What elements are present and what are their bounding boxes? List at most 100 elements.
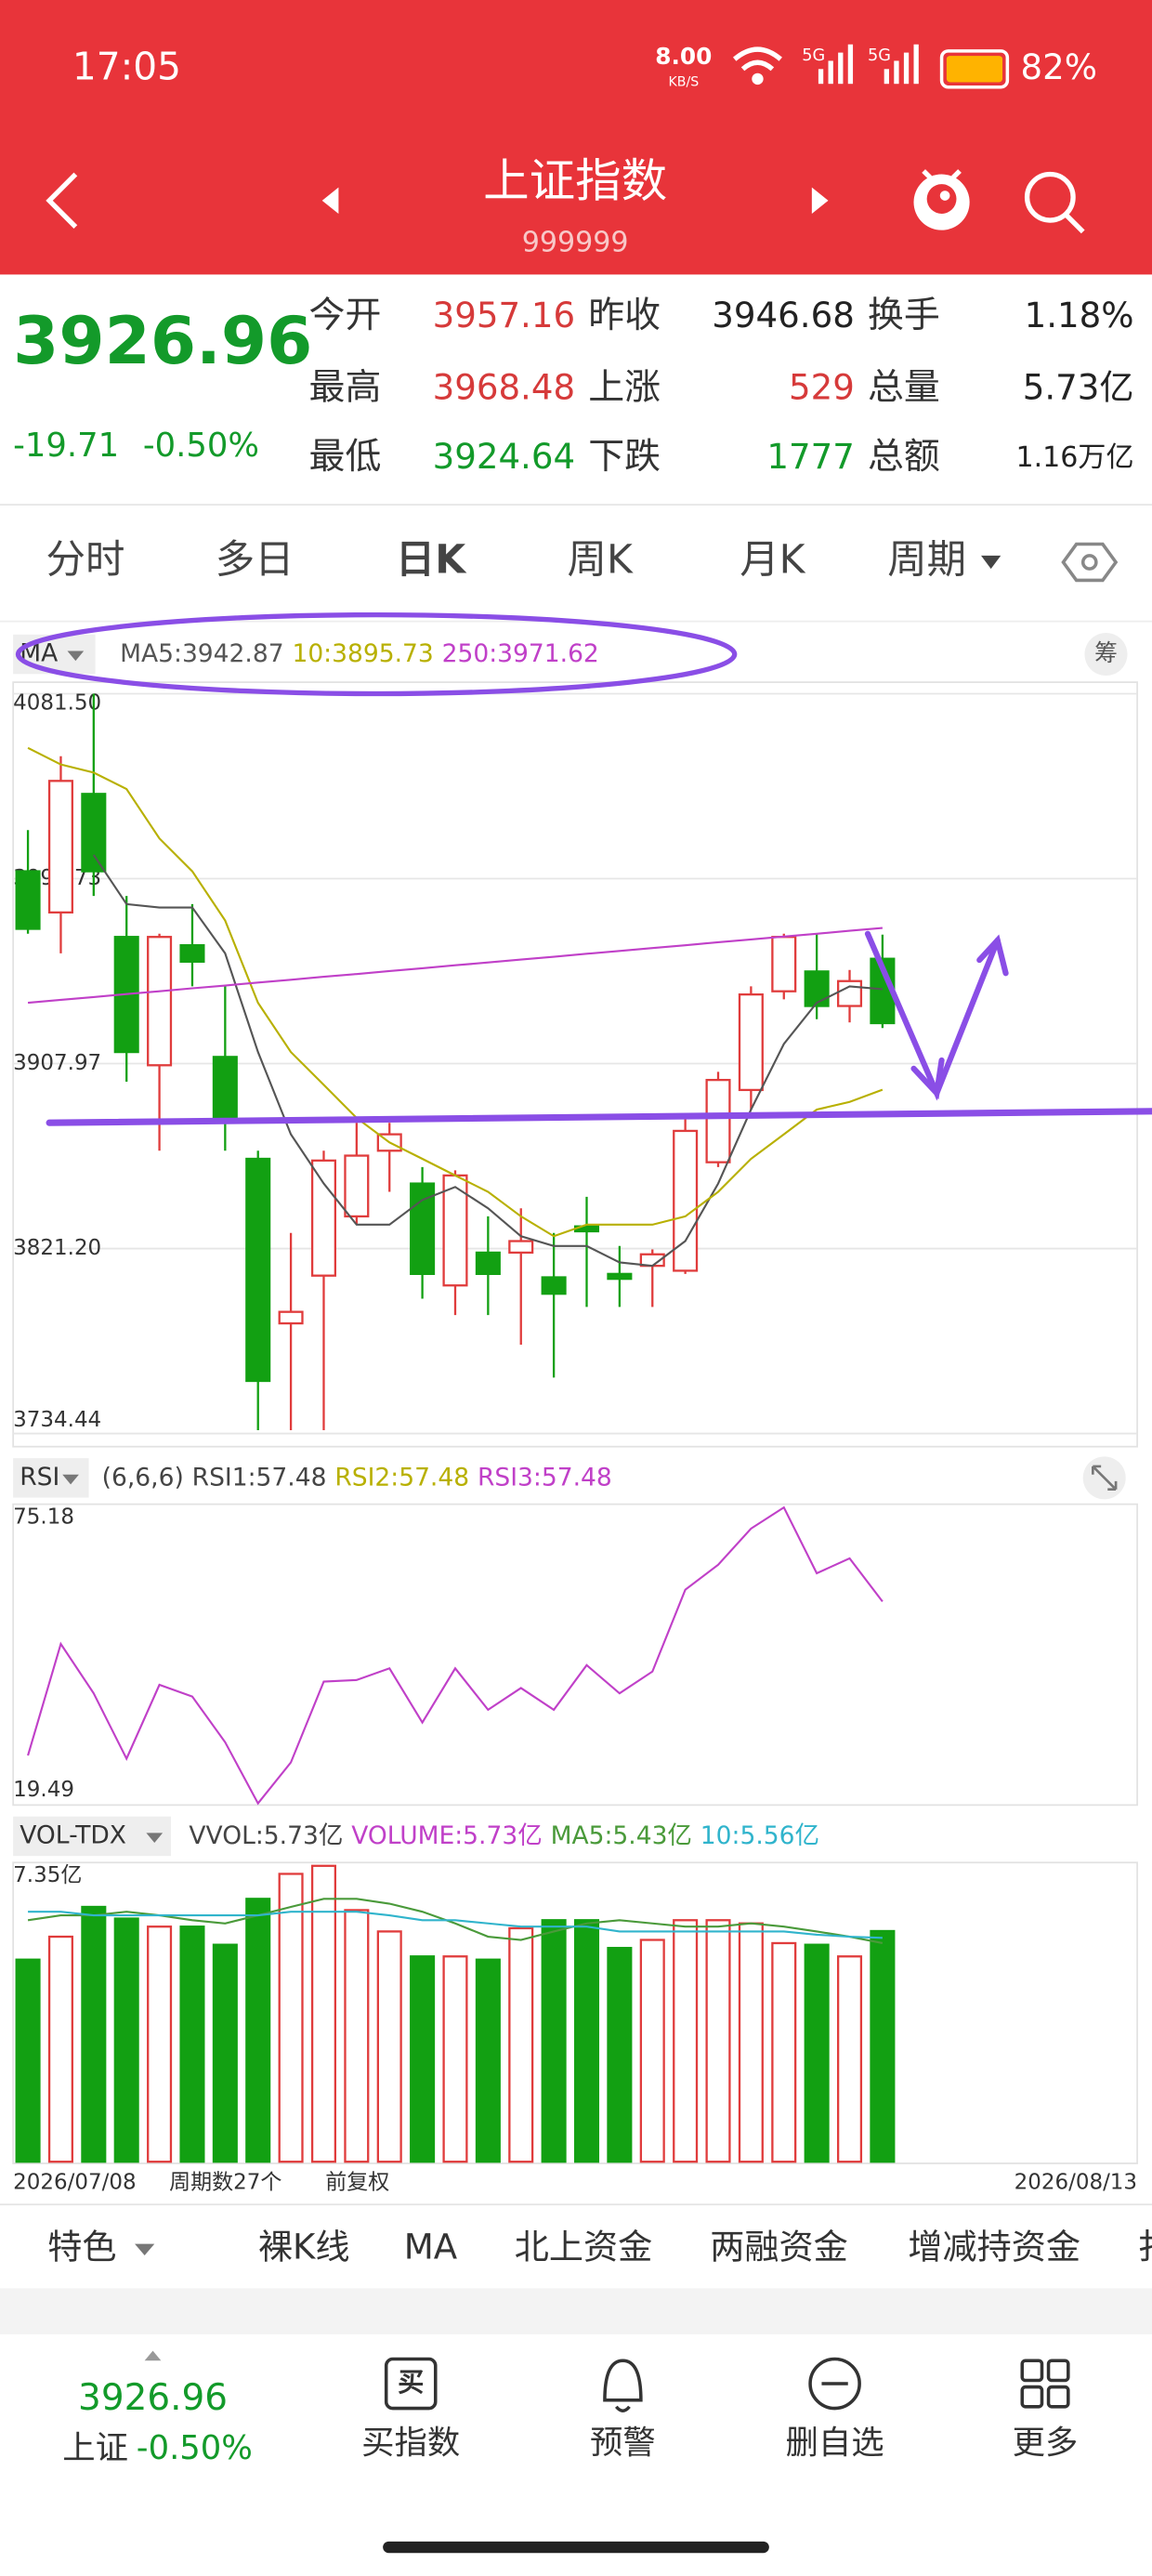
nav-action[interactable]: 预警	[590, 2424, 656, 2462]
stat-label: 昨收	[588, 295, 661, 336]
indicator-button[interactable]	[13, 634, 96, 675]
buy-icon-glyph: 买	[398, 2367, 424, 2398]
legend-entry: 10:5.56亿	[700, 1820, 819, 1849]
header-bg	[0, 0, 1152, 275]
nav-action[interactable]: 买指数	[361, 2424, 460, 2462]
nav-action[interactable]: 删自选	[786, 2424, 884, 2462]
candle-body	[179, 944, 205, 963]
volume-bar	[442, 1955, 468, 2163]
home-indicator	[383, 2541, 769, 2554]
volume-bar	[836, 1955, 863, 2163]
feature-item[interactable]: 增减持资金	[908, 2227, 1080, 2267]
stat-value: 1.18%	[1025, 296, 1134, 335]
chip-button[interactable]: 筹	[1094, 639, 1118, 666]
buy-icon[interactable]	[384, 2357, 438, 2411]
stat-label: 最低	[309, 436, 382, 478]
candle-body	[442, 1174, 468, 1287]
x-tick-label: 2026/07/08	[13, 2171, 136, 2195]
net-speed-unit: KB/S	[669, 74, 700, 89]
nav-action[interactable]: 更多	[1013, 2424, 1079, 2462]
candle-body	[15, 870, 41, 930]
candle-body	[607, 1272, 633, 1281]
legend-entry: 10:3895.73	[292, 639, 433, 668]
legend-entry: RSI2:57.48	[334, 1463, 469, 1492]
volume-bar	[113, 1917, 139, 2163]
feature-item[interactable]: 两融资金	[710, 2227, 848, 2267]
tab-active[interactable]: 日K	[396, 537, 467, 583]
y-tick-label: 19.49	[13, 1778, 74, 1802]
volume-bar	[376, 1930, 402, 2163]
candle-body	[81, 793, 107, 873]
legend-entry: RSI1:57.48	[192, 1463, 327, 1492]
legend-entry: MA5:5.43亿	[551, 1820, 692, 1849]
y-tick-label: 3821.20	[13, 1236, 101, 1260]
feature-item-active[interactable]: MA	[404, 2227, 458, 2267]
dropdown-caret	[135, 2243, 155, 2256]
candle-body	[804, 970, 830, 1007]
stat-value: 3924.64	[433, 437, 576, 477]
tab[interactable]: 分时	[46, 537, 125, 583]
series-line	[27, 927, 883, 1005]
rsi-legend: (6,6,6) RSI1:57.48 RSI2:57.48 RSI3:57.48	[102, 1463, 612, 1492]
search-icon[interactable]	[1024, 171, 1085, 234]
indicator-label: RSI	[20, 1463, 59, 1492]
volume-bar	[15, 1958, 41, 2163]
bottom-price: 3926.96	[78, 2377, 228, 2419]
feature-item[interactable]: 特色	[47, 2227, 116, 2267]
alert-icon[interactable]	[603, 2359, 643, 2412]
indicator-button[interactable]	[13, 1458, 89, 1498]
feature-item[interactable]: 裸K线	[258, 2227, 350, 2267]
period-count: 周期数27个	[169, 2171, 281, 2195]
volume-bar	[541, 1919, 567, 2163]
series-line	[92, 854, 883, 1268]
indicator-label: VOL-TDX	[20, 1820, 126, 1849]
candle-body	[705, 1078, 731, 1163]
x-tick-label: 2026/08/13	[1015, 2171, 1137, 2195]
tab[interactable]: 月K	[740, 537, 805, 583]
chip-button-bg[interactable]	[1084, 633, 1128, 677]
next-index[interactable]	[811, 187, 829, 214]
more-icon[interactable]	[1020, 2359, 1070, 2409]
candle-body	[410, 1182, 436, 1276]
volume-bar	[804, 1943, 830, 2163]
candle-body	[147, 936, 173, 1067]
volume-bar	[475, 1958, 501, 2163]
tab[interactable]: 周K	[568, 537, 634, 583]
svg-text:5G: 5G	[802, 46, 825, 65]
stat-label: 总额	[868, 436, 940, 478]
candle-body	[836, 979, 863, 1007]
candle-body	[245, 1157, 271, 1383]
volume-bar	[147, 1925, 173, 2163]
bottom-change: -0.50%	[137, 2429, 253, 2467]
annotation-support-line	[46, 1108, 1152, 1126]
y-tick-label: 7.35亿	[13, 1863, 82, 1887]
status-time: 17:05	[72, 44, 181, 88]
battery-text: 82%	[1020, 47, 1097, 87]
expand-caret[interactable]	[144, 2350, 162, 2361]
mascot-icon[interactable]	[913, 169, 970, 230]
stat-label: 换手	[868, 295, 940, 336]
volume-bar	[310, 1864, 337, 2163]
legend-entry: 250:3971.62	[442, 639, 599, 668]
stat-value: 3946.68	[712, 296, 855, 335]
volume-bar	[508, 1926, 534, 2163]
feature-item[interactable]: 北上资金	[515, 2227, 653, 2267]
legend-prefix: VVOL:5.73亿	[189, 1820, 343, 1849]
settings-icon[interactable]	[1061, 542, 1119, 583]
tab[interactable]: 多日	[216, 537, 295, 583]
feature-item[interactable]: 扌	[1137, 2227, 1152, 2267]
volume-bar	[278, 1873, 304, 2163]
quote-price: 3926.96	[13, 302, 312, 379]
candle-body	[475, 1251, 501, 1276]
back-button[interactable]	[46, 172, 78, 229]
indicator-button[interactable]	[13, 1816, 171, 1857]
bottom-index-name: 上证	[62, 2429, 128, 2467]
volume-bar	[673, 1919, 699, 2163]
stat-value: 3968.48	[433, 368, 576, 408]
series-line	[27, 1505, 884, 1806]
volume-bar	[47, 1935, 73, 2163]
tab[interactable]: 周期	[887, 537, 966, 583]
prev-index[interactable]	[321, 187, 339, 214]
remove-icon[interactable]	[808, 2357, 861, 2411]
